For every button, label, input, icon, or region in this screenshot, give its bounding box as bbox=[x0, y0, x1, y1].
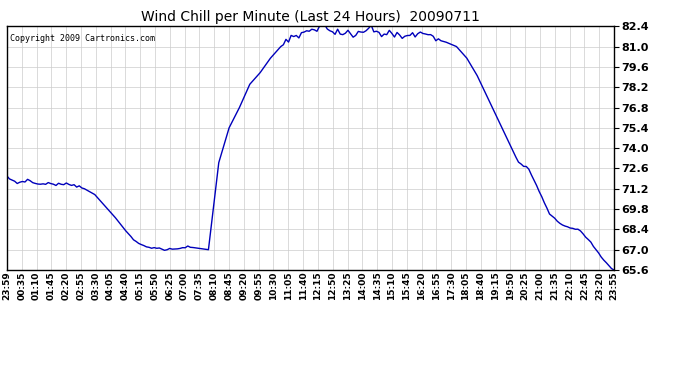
Title: Wind Chill per Minute (Last 24 Hours)  20090711: Wind Chill per Minute (Last 24 Hours) 20… bbox=[141, 10, 480, 24]
Text: Copyright 2009 Cartronics.com: Copyright 2009 Cartronics.com bbox=[10, 34, 155, 43]
